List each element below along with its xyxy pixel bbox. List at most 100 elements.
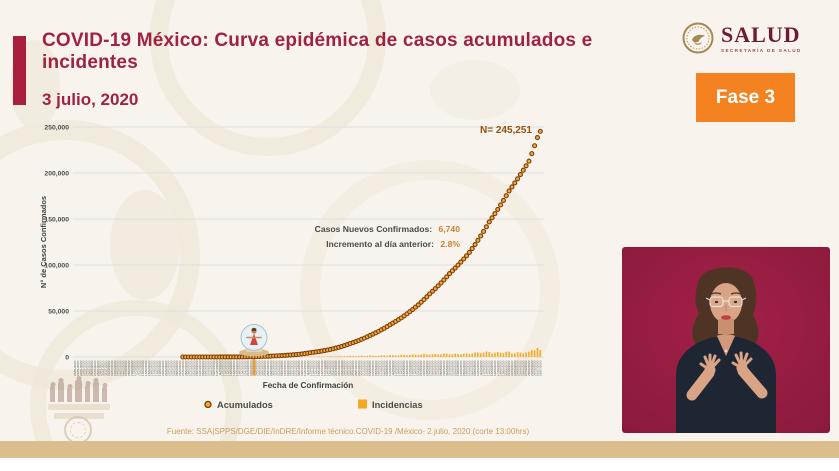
x-tick-label: 12/06/2020 xyxy=(482,360,486,376)
x-tick-label: 27/06/2020 xyxy=(524,360,528,376)
incidence-bar xyxy=(442,353,445,357)
incidence-bar xyxy=(403,354,405,357)
cumulative-marker xyxy=(458,259,464,265)
highlighted-date-column xyxy=(251,359,256,376)
x-tick-label: 24/04/2020 xyxy=(343,360,347,376)
x-tick-label: 09/02/2020 xyxy=(130,360,134,376)
x-tick-label: 20/06/2020 xyxy=(504,360,508,376)
lips xyxy=(721,315,731,320)
x-tick-label: 29/05/2020 xyxy=(442,360,446,376)
x-tick-label: 23/06/2020 xyxy=(513,360,517,376)
x-tick-label: 30/05/2020 xyxy=(445,360,449,376)
incidence-bar xyxy=(408,355,411,357)
neck xyxy=(718,319,734,334)
cumulative-marker xyxy=(512,180,518,186)
incidence-bar xyxy=(355,356,357,357)
cumulative-marker xyxy=(481,228,487,235)
cumulative-marker xyxy=(523,163,529,169)
incidence-bar xyxy=(417,355,420,357)
incidence-bar xyxy=(372,355,374,357)
x-tick-label: 24/03/2020 xyxy=(255,360,259,376)
x-tick-label: 26/05/2020 xyxy=(433,360,437,376)
cumulative-marker xyxy=(495,206,501,212)
cumulative-marker xyxy=(534,135,541,141)
x-tick-label: 02/05/2020 xyxy=(365,360,369,376)
incidence-bar xyxy=(374,355,377,357)
increment-value: 2.8% xyxy=(440,239,460,249)
x-tick-label: 27/01/2020 xyxy=(93,360,97,376)
x-tick-label: 08/03/2020 xyxy=(209,360,213,376)
x-tick-label: 17/03/2020 xyxy=(235,360,239,376)
cumulative-marker xyxy=(532,143,538,149)
incidence-bar xyxy=(513,353,516,357)
incidence-bar xyxy=(349,355,352,357)
x-tick-label: 28/06/2020 xyxy=(527,360,531,376)
x-tick-label: 13/02/2020 xyxy=(141,360,145,376)
x-tick-label: 29/02/2020 xyxy=(187,360,191,376)
x-tick-label: 06/04/2020 xyxy=(292,360,296,376)
x-tick-label: 30/01/2020 xyxy=(101,360,105,376)
slide-date: 3 julio, 2020 xyxy=(42,90,139,109)
x-tick-label: 20/05/2020 xyxy=(416,360,420,376)
x-tick-label: 24/01/2020 xyxy=(84,360,88,376)
x-tick-label: 08/02/2020 xyxy=(127,360,131,376)
cumulative-marker xyxy=(432,286,438,292)
incidence-bar xyxy=(431,354,434,357)
x-tick-label: 13/04/2020 xyxy=(311,360,315,376)
incidence-bar xyxy=(488,352,491,357)
chest xyxy=(717,334,735,356)
cumulative-marker xyxy=(424,294,430,300)
x-tick-label: 18/04/2020 xyxy=(326,360,330,376)
cumulative-marker xyxy=(435,283,441,289)
x-tick-label: 15/02/2020 xyxy=(147,360,151,376)
x-tick-label: 15/03/2020 xyxy=(229,360,233,376)
cumulative-marker xyxy=(503,193,509,199)
pattern-blob xyxy=(430,60,520,120)
page-title: COVID-19 México: Curva epidémica de caso… xyxy=(42,30,593,74)
x-tick-label: 31/05/2020 xyxy=(448,360,452,376)
cumulative-marker xyxy=(492,211,498,217)
incidence-bar xyxy=(423,353,425,357)
x-tick-label: 24/06/2020 xyxy=(516,360,520,376)
cumulative-marker xyxy=(466,249,472,256)
salud-subtitle: SECRETARÍA DE SALUD xyxy=(721,47,802,53)
x-tick-label: 09/04/2020 xyxy=(300,360,304,376)
y-tick-label: 200,000 xyxy=(44,170,69,177)
x-tick-label: 26/03/2020 xyxy=(260,360,264,376)
x-tick-label: 26/06/2020 xyxy=(521,360,525,376)
x-tick-label: 10/04/2020 xyxy=(303,360,307,376)
incidence-bar xyxy=(406,355,408,357)
hands xyxy=(686,351,768,401)
incidence-bar xyxy=(530,349,533,357)
y-tick-label: 0 xyxy=(65,354,69,361)
x-tick-label: 19/02/2020 xyxy=(158,360,162,376)
x-tick-label: 14/03/2020 xyxy=(226,360,230,376)
incidence-bar xyxy=(434,353,437,357)
x-tick-label: 28/04/2020 xyxy=(354,360,358,376)
incidence-bar xyxy=(508,351,510,357)
x-tick-label: 04/06/2020 xyxy=(459,360,463,376)
incidence-bar xyxy=(491,353,493,357)
x-tick-label: 14/02/2020 xyxy=(144,360,148,376)
x-tick-label: 07/06/2020 xyxy=(467,360,471,376)
x-tick-label: 11/04/2020 xyxy=(306,360,310,376)
x-tick-label: 16/06/2020 xyxy=(493,360,497,376)
total-cases-annotation: N= 245,251 xyxy=(480,125,532,136)
incidence-bar xyxy=(386,355,388,357)
x-tick-label: 14/04/2020 xyxy=(314,360,318,376)
cumulative-marker xyxy=(452,265,458,271)
x-tick-label: 23/05/2020 xyxy=(425,360,429,376)
x-tick-label: 11/06/2020 xyxy=(479,360,483,376)
footer-margin xyxy=(0,458,839,471)
cumulative-marker xyxy=(498,202,504,208)
incidence-bar xyxy=(420,354,422,357)
x-tick-label: 04/02/2020 xyxy=(116,360,120,376)
x-tick-label: 20/01/2020 xyxy=(73,360,77,376)
sana-distancia-icon xyxy=(239,324,269,357)
x-tick-label: 18/05/2020 xyxy=(411,360,415,376)
x-tick-label: 21/02/2020 xyxy=(164,360,168,376)
x-tick-label: 26/02/2020 xyxy=(178,360,182,376)
x-tick-label: 16/04/2020 xyxy=(320,360,324,376)
incidence-bar xyxy=(338,356,340,357)
incidence-bar xyxy=(465,353,468,357)
